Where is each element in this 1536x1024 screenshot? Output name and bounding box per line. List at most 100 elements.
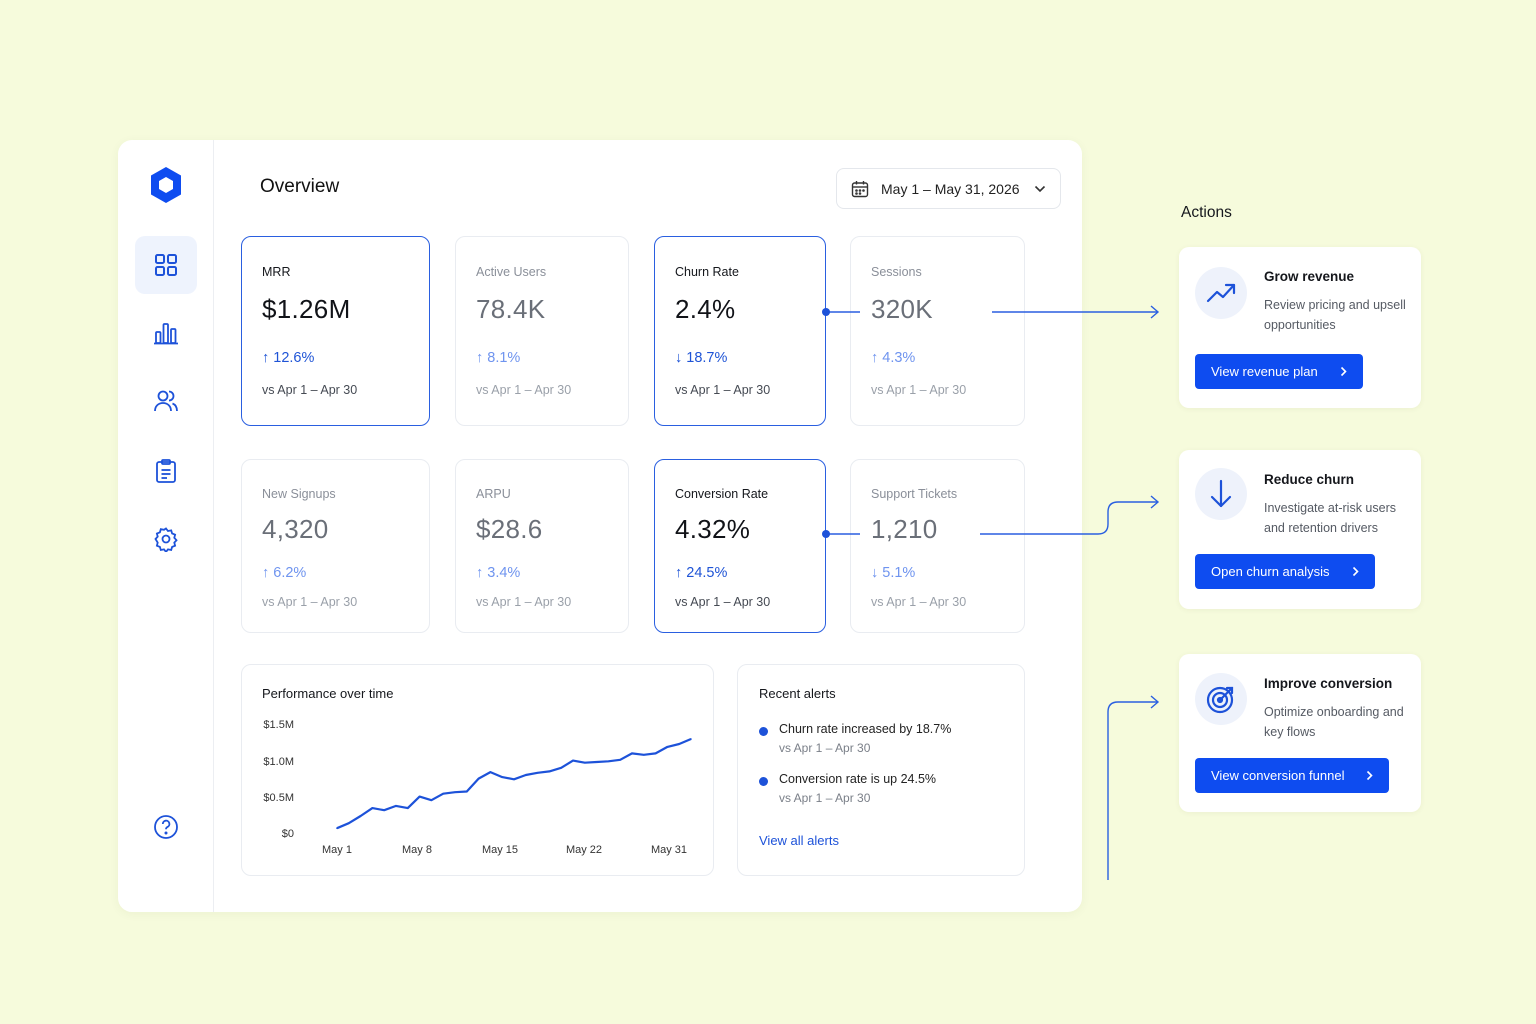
metric-delta: ↑ 24.5% xyxy=(675,565,728,581)
metric-label: New Signups xyxy=(262,487,336,501)
metric-delta: ↑ 8.1% xyxy=(476,350,521,366)
data-point xyxy=(619,759,621,761)
grid-icon xyxy=(155,254,177,276)
metric-compare: vs Apr 1 – Apr 30 xyxy=(675,383,771,397)
arrow-down-icon: ↓ xyxy=(871,565,879,581)
nav-settings[interactable] xyxy=(135,510,197,568)
view-revenue-plan-button[interactable]: View revenue plan xyxy=(1195,354,1363,389)
data-point xyxy=(654,752,657,755)
data-point xyxy=(407,807,409,809)
nav-reports[interactable] xyxy=(135,442,197,500)
action-title: Grow revenue xyxy=(1264,269,1355,284)
metric-card-support-tickets[interactable]: Support Tickets 1,210 ↓ 5.1% vs Apr 1 – A… xyxy=(850,459,1025,633)
data-point xyxy=(525,774,527,776)
action-description: Review pricing and upsell opportunities xyxy=(1264,298,1406,332)
arrow-up-icon: ↑ xyxy=(871,350,879,366)
calendar-icon xyxy=(851,180,869,197)
chevron-down-icon xyxy=(1034,185,1046,192)
alert-text: Conversion rate is up 24.5% xyxy=(779,772,937,786)
data-point xyxy=(536,772,539,774)
page-title: Overview xyxy=(260,176,340,197)
logo-icon xyxy=(151,167,181,203)
metric-value: 4.32% xyxy=(675,514,751,544)
metric-compare: vs Apr 1 – Apr 30 xyxy=(675,595,771,609)
action-card-improve-conversion: Improve conversion Optimize onboarding a… xyxy=(1179,654,1421,812)
metric-card-churn-rate[interactable]: Churn Rate 2.4% ↓ 18.7% vs Apr 1 – Apr 30 xyxy=(654,236,826,426)
metric-compare: vs Apr 1 – Apr 30 xyxy=(262,595,358,609)
nav-help[interactable] xyxy=(135,798,197,856)
nav-dashboard[interactable] xyxy=(135,236,197,294)
data-point xyxy=(560,767,562,769)
nav-users[interactable] xyxy=(135,372,197,430)
metric-card-conversion-rate[interactable]: Conversion Rate 4.32% ↑ 24.5% vs Apr 1 – … xyxy=(654,459,826,633)
metric-card-new-signups[interactable]: New Signups 4,320 ↑ 6.2% vs Apr 1 – Apr 3… xyxy=(241,459,430,633)
metric-compare: vs Apr 1 – Apr 30 xyxy=(262,383,358,397)
metric-card-mrr[interactable]: MRR $1.26M ↑ 12.6% vs Apr 1 – Apr 30 xyxy=(241,236,430,426)
dashboard-panel: Overview May 1 – May 31, 2026 MRR $1.26M… xyxy=(118,140,1082,912)
arrow-up-icon: ↑ xyxy=(262,350,270,366)
metric-label: ARPU xyxy=(476,487,511,501)
data-point xyxy=(643,754,645,756)
x-tick-label: May 31 xyxy=(650,844,688,856)
data-point xyxy=(501,776,504,778)
metric-value: $1.26M xyxy=(262,294,351,324)
x-tick-label: May 1 xyxy=(322,844,352,856)
bar-chart-icon xyxy=(154,323,178,345)
data-point xyxy=(584,761,586,764)
data-point xyxy=(489,771,492,773)
sidebar xyxy=(118,140,214,912)
open-churn-analysis-button[interactable]: Open churn analysis xyxy=(1195,554,1375,589)
alert-dot-icon xyxy=(759,777,768,786)
data-point xyxy=(466,790,468,793)
y-tick-label: $1.0M xyxy=(263,756,294,768)
nav-analytics[interactable] xyxy=(135,304,197,362)
action-card-grow-revenue: Grow revenue Review pricing and upsell o… xyxy=(1179,247,1421,408)
action-card-reduce-churn: Reduce churn Investigate at-risk users a… xyxy=(1179,450,1421,609)
date-range-picker[interactable]: May 1 – May 31, 2026 xyxy=(836,168,1061,209)
clipboard-icon xyxy=(156,459,176,483)
metric-label: Churn Rate xyxy=(675,265,739,279)
metric-card-sessions[interactable]: Sessions 320K ↑ 4.3% vs Apr 1 – Apr 30 xyxy=(850,236,1025,426)
data-point xyxy=(607,760,610,763)
view-conversion-funnel-button[interactable]: View conversion funnel xyxy=(1195,758,1390,793)
data-point xyxy=(418,795,421,798)
users-icon xyxy=(154,390,178,412)
action-description: Investigate at-risk users and retention … xyxy=(1264,501,1396,535)
performance-chart-card: Performance over time $1.5M $1.0M $0.5M … xyxy=(241,664,714,876)
action-description: Optimize onboarding and key flows xyxy=(1264,705,1404,739)
view-all-alerts-link[interactable]: View all alerts xyxy=(759,833,839,848)
metric-delta: ↑ 4.3% xyxy=(871,350,916,366)
button-label: View revenue plan xyxy=(1211,364,1318,379)
button-label: View conversion funnel xyxy=(1211,768,1345,783)
data-point xyxy=(548,770,551,773)
data-point xyxy=(454,791,456,793)
data-point xyxy=(348,822,350,824)
data-point xyxy=(430,799,433,801)
metric-value: 2.4% xyxy=(675,294,736,324)
metric-compare: vs Apr 1 – Apr 30 xyxy=(476,383,572,397)
metric-label: Conversion Rate xyxy=(675,487,769,501)
trending-up-icon xyxy=(1195,267,1247,319)
metric-delta: ↓ 18.7% xyxy=(675,350,728,366)
data-point xyxy=(678,743,680,745)
data-point xyxy=(442,792,444,795)
y-tick-label: $0.5M xyxy=(263,792,294,804)
y-tick-label: $0 xyxy=(281,828,294,840)
metric-delta: ↑ 3.4% xyxy=(476,565,521,581)
metric-value: 1,210 xyxy=(871,514,938,544)
data-point xyxy=(572,759,574,762)
alerts-title: Recent alerts xyxy=(759,686,836,701)
alert-dot-icon xyxy=(759,727,768,736)
data-point xyxy=(383,809,385,811)
chevron-right-icon xyxy=(1352,566,1359,577)
metric-card-active-users[interactable]: Active Users 78.4K ↑ 8.1% vs Apr 1 – Apr … xyxy=(455,236,629,426)
target-icon xyxy=(1195,673,1247,725)
metric-label: Support Tickets xyxy=(871,487,958,501)
date-range-label: May 1 – May 31, 2026 xyxy=(881,180,1020,197)
metric-label: Active Users xyxy=(476,265,547,279)
chevron-right-icon xyxy=(1340,366,1347,377)
data-point xyxy=(371,807,374,809)
x-tick-label: May 15 xyxy=(481,844,519,856)
metric-card-arpu[interactable]: ARPU $28.6 ↑ 3.4% vs Apr 1 – Apr 30 xyxy=(455,459,629,633)
